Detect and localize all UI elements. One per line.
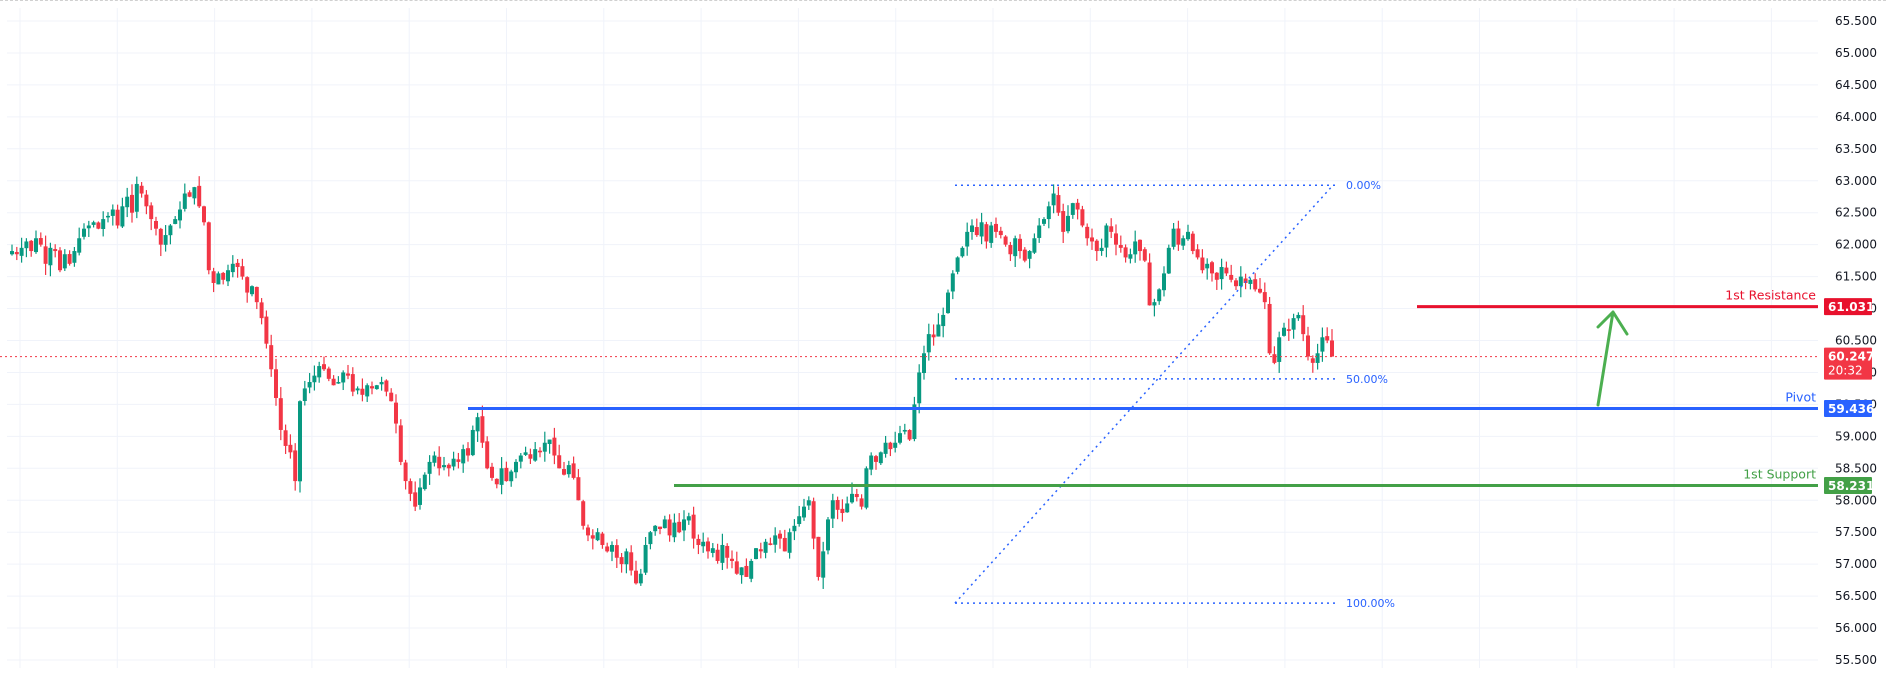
fib-trend-line[interactable] xyxy=(954,184,1334,604)
fibonacci-retracement[interactable]: 0.00% 50.00% 100.00% xyxy=(954,179,1395,610)
pivot-tag: 59.436 xyxy=(1824,399,1874,417)
support-tag: 58.231 xyxy=(1824,476,1874,494)
current-price-tag-bg xyxy=(1824,347,1872,380)
resistance-level[interactable]: 1st Resistance xyxy=(1417,288,1818,309)
fib-level-label: 100.00% xyxy=(1346,597,1395,610)
price-tick-label: 58.500 xyxy=(1835,461,1877,475)
price-tick-label: 58.000 xyxy=(1835,493,1877,507)
pivot-price-value: 59.436 xyxy=(1828,402,1874,416)
price-tick-label: 60.500 xyxy=(1835,334,1877,348)
price-tick-label: 61.500 xyxy=(1835,270,1877,284)
support-price-value: 58.231 xyxy=(1828,479,1874,493)
current-price-tag: 60.247 20:32 xyxy=(1824,347,1874,380)
support-price-tag xyxy=(1824,476,1872,494)
price-tick-label: 65.500 xyxy=(1835,14,1877,28)
pivot-label: Pivot xyxy=(1785,389,1816,404)
price-tick-label: 57.000 xyxy=(1835,557,1877,571)
price-axis[interactable]: 65.500 65.000 64.500 64.000 63.500 63.000 62.5… xyxy=(1835,14,1877,667)
price-tick-label: 55.500 xyxy=(1835,653,1877,667)
fib-level-label: 0.00% xyxy=(1346,179,1381,192)
chart-top-border xyxy=(0,0,1886,3)
price-tick-label: 64.500 xyxy=(1835,78,1877,92)
bar-countdown: 20:32 xyxy=(1828,364,1863,378)
resistance-tag: 61.031 xyxy=(1824,298,1874,316)
resistance-label: 1st Resistance xyxy=(1725,288,1816,303)
price-tick-label: 65.000 xyxy=(1835,46,1877,60)
price-tick-label: 59.000 xyxy=(1835,429,1877,443)
pivot-level[interactable]: Pivot xyxy=(468,389,1818,410)
price-tick-label: 63.500 xyxy=(1835,142,1877,156)
price-tick-label: 64.000 xyxy=(1835,110,1877,124)
price-tick-label: 57.500 xyxy=(1835,525,1877,539)
price-tick-label: 62.000 xyxy=(1835,238,1877,252)
candles xyxy=(10,176,1334,589)
chart-grid xyxy=(7,8,1818,668)
annotation-arrow[interactable] xyxy=(1596,310,1629,407)
price-tick-label: 62.500 xyxy=(1835,206,1877,220)
fib-level-label: 50.00% xyxy=(1346,373,1388,386)
pivot-price-tag xyxy=(1824,399,1872,417)
arrow-up-icon[interactable] xyxy=(1596,310,1629,407)
current-price-value: 60.247 xyxy=(1828,350,1874,364)
price-tick-label: 56.500 xyxy=(1835,589,1877,603)
resistance-price-value: 61.031 xyxy=(1828,300,1874,314)
price-tick-label: 63.000 xyxy=(1835,174,1877,188)
support-level[interactable]: 1st Support xyxy=(674,466,1818,487)
support-label: 1st Support xyxy=(1743,466,1816,481)
resistance-price-tag xyxy=(1824,298,1872,316)
price-tick-label: 56.000 xyxy=(1835,621,1877,635)
